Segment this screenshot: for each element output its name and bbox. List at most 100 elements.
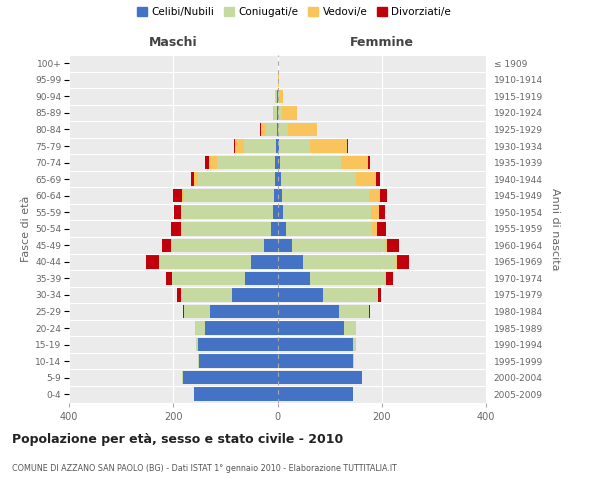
Bar [378, 288, 381, 302]
Bar [277, 206, 283, 219]
Bar [347, 139, 349, 153]
Bar [196, 338, 198, 351]
Bar [181, 288, 232, 302]
Bar [210, 304, 277, 318]
Bar [339, 304, 369, 318]
Bar [274, 106, 277, 120]
Bar [277, 304, 339, 318]
Text: COMUNE DI AZZANO SAN PAOLO (BG) - Dati ISTAT 1° gennaio 2010 - Elaborazione TUTT: COMUNE DI AZZANO SAN PAOLO (BG) - Dati I… [12, 464, 397, 473]
Bar [302, 255, 397, 268]
Bar [273, 106, 274, 120]
Bar [205, 322, 277, 335]
Bar [277, 238, 292, 252]
Bar [171, 222, 181, 235]
Bar [217, 156, 275, 170]
Bar [182, 206, 274, 219]
Bar [277, 388, 353, 401]
Bar [380, 189, 388, 202]
Bar [277, 139, 278, 153]
Bar [277, 354, 353, 368]
Bar [397, 255, 409, 268]
Bar [277, 322, 344, 335]
Bar [262, 122, 266, 136]
Bar [184, 189, 274, 202]
Bar [289, 122, 317, 136]
Bar [275, 156, 277, 170]
Bar [277, 255, 302, 268]
Bar [198, 172, 275, 186]
Bar [371, 206, 379, 219]
Bar [388, 238, 399, 252]
Bar [182, 222, 271, 235]
Bar [275, 90, 277, 103]
Bar [198, 338, 277, 351]
Bar [274, 206, 277, 219]
Bar [281, 172, 356, 186]
Bar [341, 156, 368, 170]
Bar [172, 272, 245, 285]
Text: Femmine: Femmine [350, 36, 414, 49]
Bar [376, 172, 380, 186]
Bar [278, 139, 310, 153]
Bar [158, 255, 251, 268]
Bar [166, 272, 172, 285]
Bar [379, 206, 385, 219]
Bar [191, 172, 194, 186]
Bar [277, 156, 280, 170]
Bar [372, 222, 377, 235]
Bar [209, 156, 217, 170]
Bar [385, 238, 388, 252]
Bar [184, 304, 210, 318]
Bar [162, 238, 171, 252]
Bar [280, 156, 341, 170]
Bar [368, 156, 370, 170]
Bar [277, 222, 286, 235]
Bar [278, 122, 289, 136]
Bar [353, 354, 354, 368]
Bar [265, 238, 277, 252]
Bar [205, 156, 209, 170]
Bar [386, 272, 393, 285]
Y-axis label: Anni di nascita: Anni di nascita [550, 188, 560, 270]
Bar [182, 304, 184, 318]
Bar [292, 238, 385, 252]
Bar [283, 206, 371, 219]
Bar [146, 255, 158, 268]
Bar [277, 338, 353, 351]
Bar [277, 73, 278, 86]
Bar [277, 371, 362, 384]
Bar [182, 371, 277, 384]
Bar [232, 288, 277, 302]
Bar [277, 272, 310, 285]
Legend: Celibi/Nubili, Coniugati/e, Vedovi/e, Divorziati/e: Celibi/Nubili, Coniugati/e, Vedovi/e, Di… [133, 2, 455, 22]
Bar [279, 90, 283, 103]
Bar [310, 139, 347, 153]
Bar [234, 139, 235, 153]
Bar [369, 189, 380, 202]
Bar [277, 288, 323, 302]
Bar [275, 172, 277, 186]
Bar [353, 338, 356, 351]
Bar [266, 122, 277, 136]
Bar [281, 106, 298, 120]
Bar [194, 172, 198, 186]
Bar [369, 304, 370, 318]
Bar [174, 206, 181, 219]
Text: Popolazione per età, sesso e stato civile - 2010: Popolazione per età, sesso e stato civil… [12, 432, 343, 446]
Bar [281, 189, 369, 202]
Bar [310, 272, 385, 285]
Bar [251, 255, 277, 268]
Bar [181, 206, 182, 219]
Bar [356, 172, 376, 186]
Y-axis label: Fasce di età: Fasce di età [21, 196, 31, 262]
Bar [377, 222, 386, 235]
Bar [235, 139, 244, 153]
Bar [278, 90, 279, 103]
Bar [177, 288, 181, 302]
Bar [172, 238, 265, 252]
Bar [271, 222, 277, 235]
Bar [260, 122, 262, 136]
Bar [195, 322, 205, 335]
Bar [244, 139, 277, 153]
Bar [173, 189, 182, 202]
